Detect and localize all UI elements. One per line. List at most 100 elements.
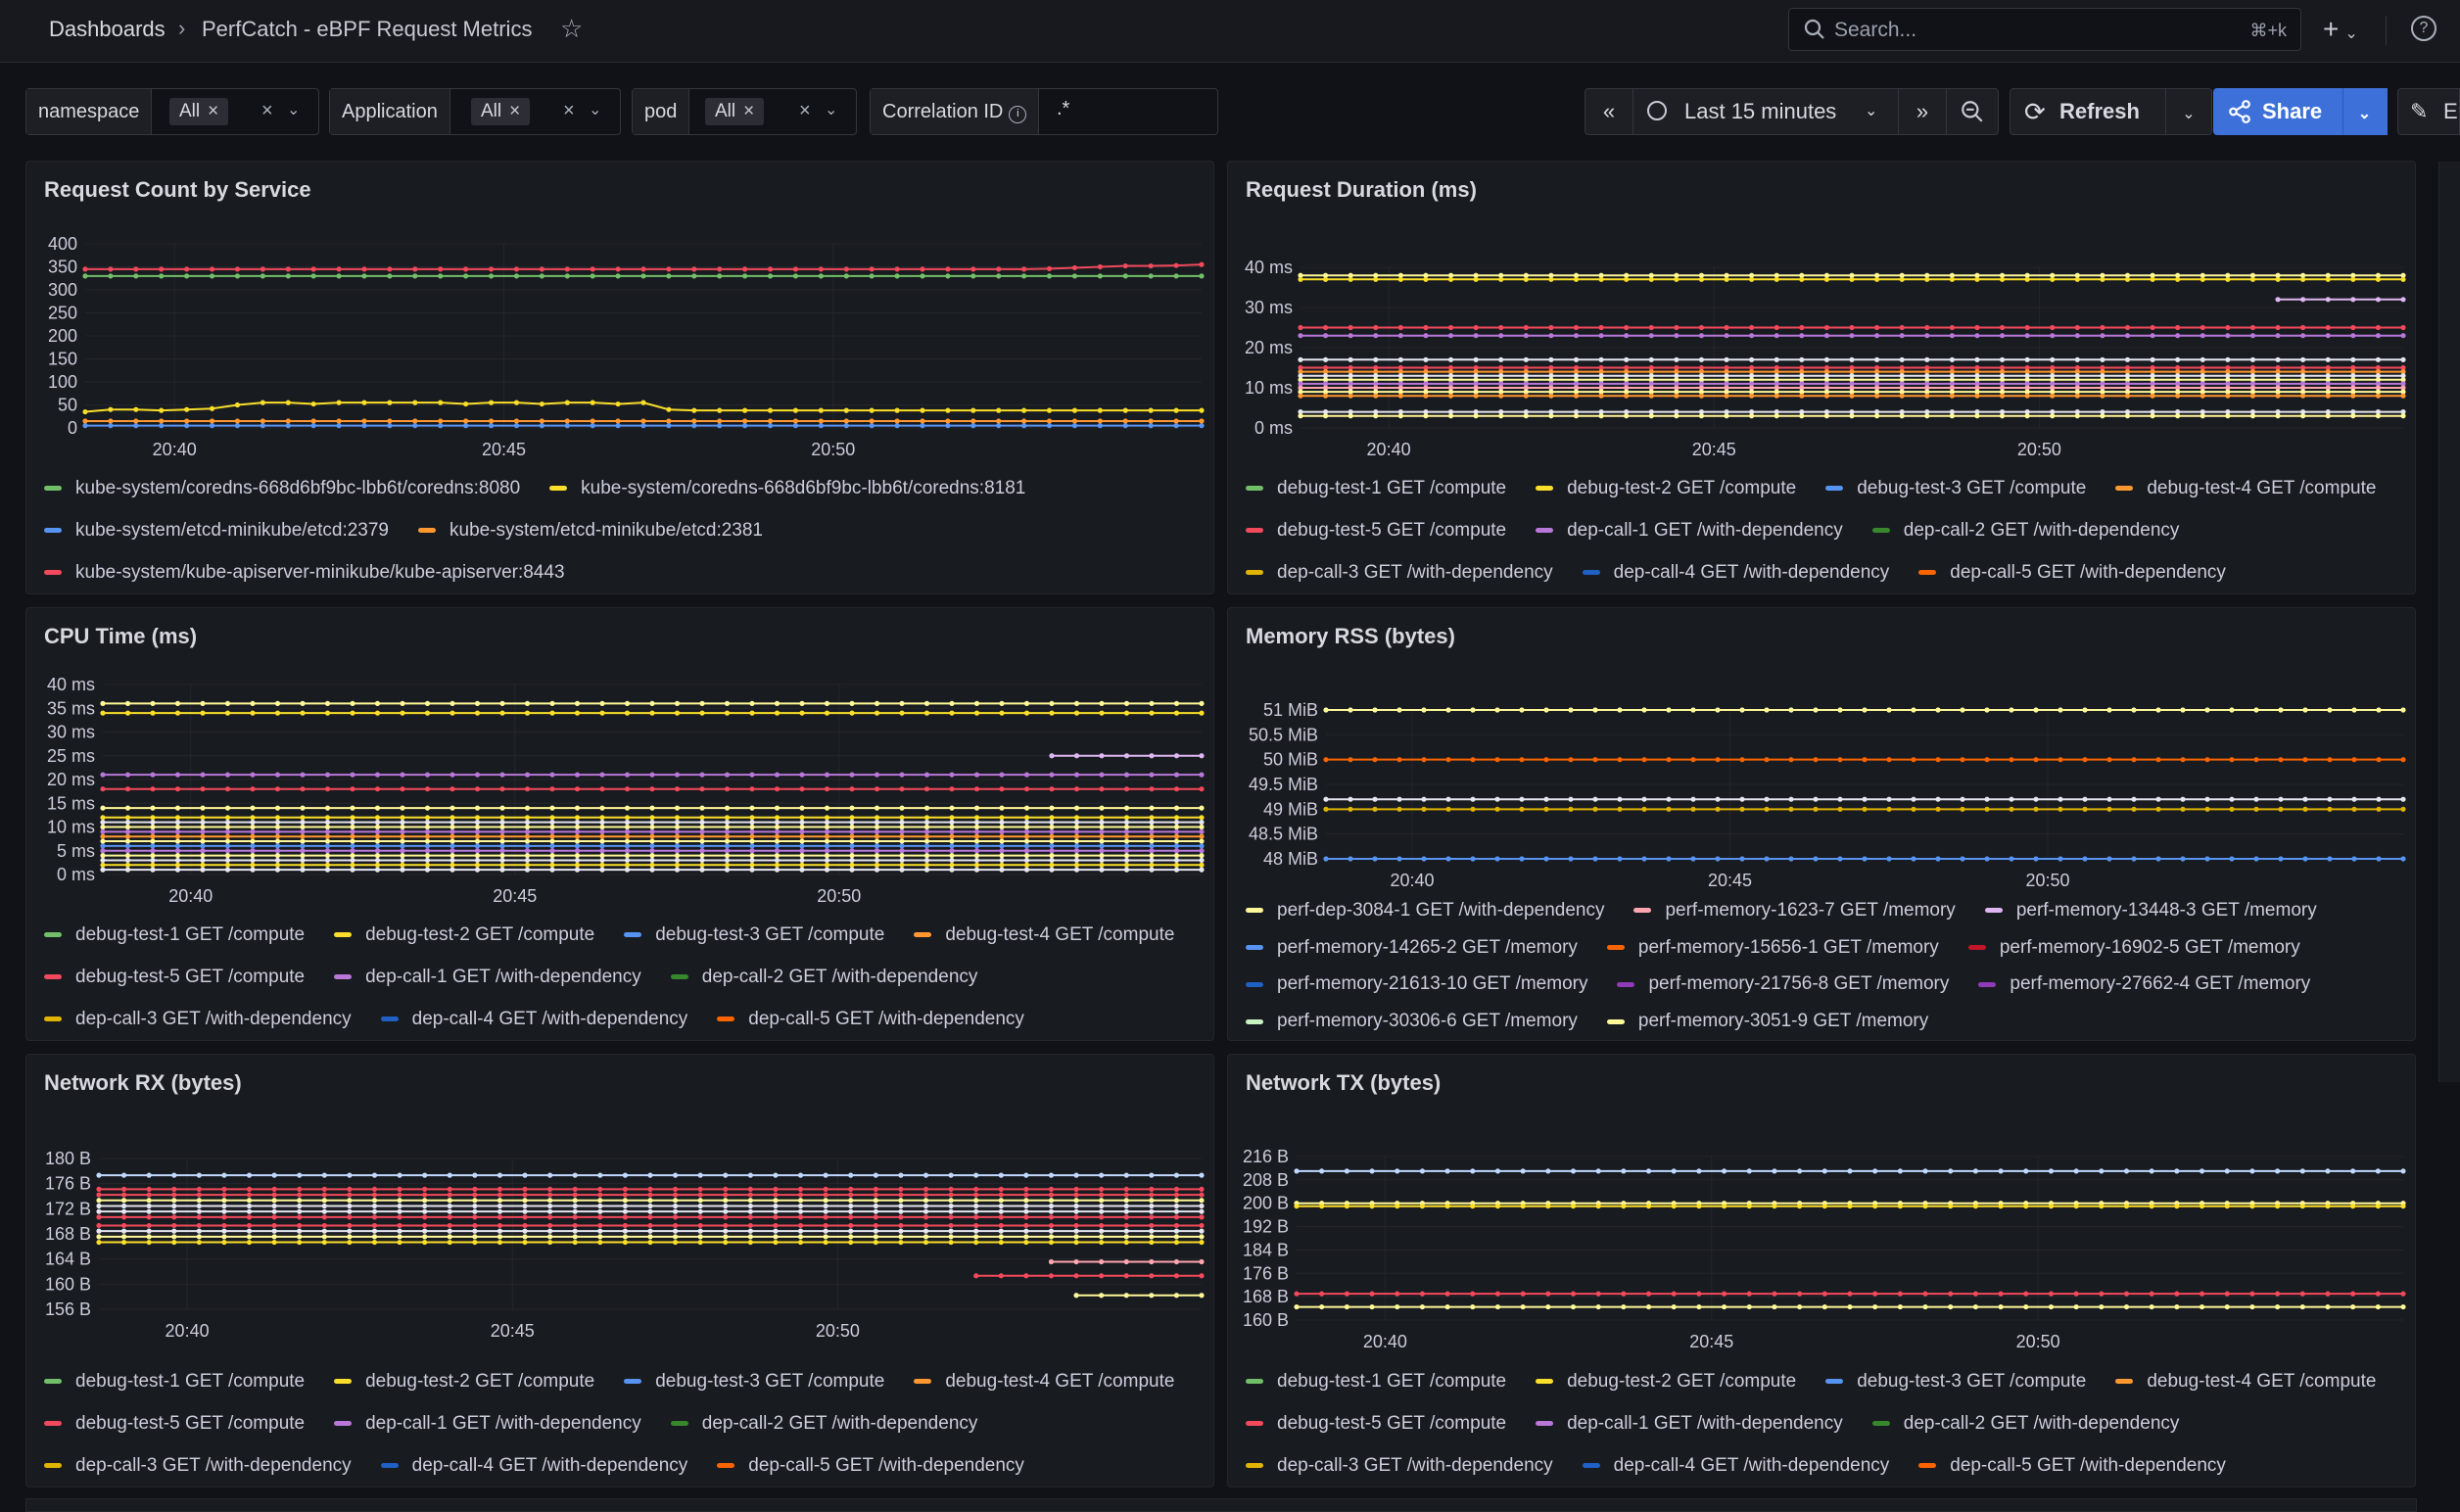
clear-icon[interactable]: × <box>799 100 811 121</box>
legend-item[interactable]: kube-system/coredns-668d6bf9bc-lbb6t/cor… <box>44 473 520 503</box>
legend-item[interactable]: dep-call-3 GET /with-dependency <box>1246 1450 1553 1481</box>
legend-item[interactable]: dep-call-5 GET /with-dependency <box>717 1004 1024 1034</box>
legend-item[interactable]: dep-call-4 GET /with-dependency <box>1582 1450 1889 1481</box>
panel-request-count[interactable]: Request Count by Service 400 350 300 250 200… <box>25 161 1214 594</box>
legend-item[interactable]: debug-test-2 GET /compute <box>1536 1366 1796 1396</box>
legend-item[interactable]: debug-test-4 GET /compute <box>914 1366 1174 1396</box>
panel-memory-rss[interactable]: Memory RSS (bytes) 51 MiB 50.5 MiB 50 MiB 4… <box>1227 607 2416 1041</box>
legend-item[interactable]: perf-memory-16902-5 GET /memory <box>1967 935 2300 961</box>
legend-item[interactable]: dep-call-5 GET /with-dependency <box>1918 1450 2226 1481</box>
legend-item[interactable]: dep-call-3 GET /with-dependency <box>1246 557 1553 588</box>
legend-item[interactable]: kube-system/coredns-668d6bf9bc-lbb6t/cor… <box>549 473 1025 503</box>
new-menu-button[interactable]: + ⌄ <box>2323 14 2358 45</box>
zoom-out-button[interactable] <box>1946 88 1999 135</box>
legend-item[interactable]: debug-test-3 GET /compute <box>624 920 884 950</box>
data-point <box>1470 757 1476 763</box>
variable-value-chip[interactable]: All × <box>705 98 765 125</box>
legend-item[interactable]: dep-call-2 GET /with-dependency <box>1871 1408 2179 1439</box>
legend-item[interactable]: perf-memory-3051-9 GET /memory <box>1606 1009 1928 1034</box>
help-icon[interactable]: ? <box>2411 16 2436 41</box>
legend-item[interactable]: dep-call-3 GET /with-dependency <box>44 1450 352 1481</box>
legend-item[interactable]: perf-memory-27662-4 GET /memory <box>1978 972 2310 998</box>
legend-item[interactable]: dep-call-4 GET /with-dependency <box>380 1450 687 1481</box>
breadcrumb-dashboards[interactable]: Dashboards <box>49 17 166 41</box>
legend-item[interactable]: dep-call-1 GET /with-dependency <box>334 962 641 992</box>
legend-item[interactable]: debug-test-2 GET /compute <box>1536 473 1796 503</box>
legend-item[interactable]: debug-test-4 GET /compute <box>2115 1366 2376 1396</box>
search-input[interactable]: Search... ⌘+k <box>1788 8 2301 51</box>
variable-pod[interactable]: pod All × × ⌄ <box>632 88 857 135</box>
legend-item[interactable]: perf-dep-3084-1 GET /with-dependency <box>1246 898 1604 923</box>
legend-item[interactable]: perf-memory-21613-10 GET /memory <box>1246 972 1587 998</box>
legend-item[interactable]: debug-test-3 GET /compute <box>1825 473 2086 503</box>
legend-item[interactable]: dep-call-2 GET /with-dependency <box>670 962 977 992</box>
info-icon[interactable]: i <box>1009 106 1027 123</box>
chevron-down-icon[interactable]: ⌄ <box>287 102 301 118</box>
panel-request-duration[interactable]: Request Duration (ms) 40 ms 30 ms 20 ms 10 … <box>1227 161 2416 594</box>
legend-item[interactable]: debug-test-1 GET /compute <box>1246 473 1506 503</box>
legend-item[interactable]: dep-call-5 GET /with-dependency <box>717 1450 1024 1481</box>
remove-icon[interactable]: × <box>208 101 219 121</box>
time-shift-forward-button[interactable]: » <box>1898 88 1947 135</box>
legend-item[interactable]: kube-system/etcd-minikube/etcd:2379 <box>44 515 389 545</box>
legend-item[interactable]: perf-memory-21756-8 GET /memory <box>1617 972 1949 998</box>
clear-icon[interactable]: × <box>261 100 273 121</box>
legend-item[interactable]: debug-test-3 GET /compute <box>624 1366 884 1396</box>
refresh-button[interactable]: ⟳ Refresh <box>2010 88 2166 135</box>
legend-item[interactable]: debug-test-5 GET /compute <box>1246 1408 1506 1439</box>
legend-item[interactable]: debug-test-1 GET /compute <box>44 1366 305 1396</box>
time-shift-back-button[interactable]: « <box>1585 88 1633 135</box>
variable-application[interactable]: Application All × × ⌄ <box>329 88 621 135</box>
legend-item[interactable]: perf-memory-13448-3 GET /memory <box>1984 898 2317 923</box>
legend-item[interactable]: perf-memory-1623-7 GET /memory <box>1633 898 1956 923</box>
legend-item[interactable]: debug-test-1 GET /compute <box>44 920 305 950</box>
edit-button[interactable]: ✎ E <box>2397 88 2460 135</box>
legend-item[interactable]: perf-memory-30306-6 GET /memory <box>1246 1009 1578 1034</box>
legend-item[interactable]: dep-call-2 GET /with-dependency <box>670 1408 977 1439</box>
legend-item[interactable]: debug-test-2 GET /compute <box>334 920 594 950</box>
clear-icon[interactable]: × <box>563 100 575 121</box>
legend-item[interactable]: debug-test-4 GET /compute <box>2115 473 2376 503</box>
legend-item[interactable]: dep-call-4 GET /with-dependency <box>380 1004 687 1034</box>
variable-value-chip[interactable]: All × <box>471 98 531 125</box>
legend-item[interactable]: perf-memory-15656-1 GET /memory <box>1606 935 1939 961</box>
legend-item[interactable]: dep-call-4 GET /with-dependency <box>1582 557 1889 588</box>
correlation-id-input[interactable]: .* <box>1057 98 1070 119</box>
legend-item[interactable]: kube-system/etcd-minikube/etcd:2381 <box>418 515 763 545</box>
variable-value-chip[interactable]: All × <box>169 98 229 125</box>
variable-correlation-id[interactable]: Correlation ID i .* <box>870 88 1218 135</box>
panel-cpu-time[interactable]: CPU Time (ms) 40 ms 35 ms 30 ms 25 ms 20 ms 1… <box>25 607 1214 1041</box>
legend-item[interactable]: debug-test-1 GET /compute <box>1246 1366 1506 1396</box>
legend-item[interactable]: perf-memory-14265-2 GET /memory <box>1246 935 1578 961</box>
legend-item[interactable]: debug-test-5 GET /compute <box>1246 515 1506 545</box>
legend-item[interactable]: debug-test-3 GET /compute <box>1825 1366 2086 1396</box>
variable-namespace[interactable]: namespace All × × ⌄ <box>25 88 319 135</box>
remove-icon[interactable]: × <box>509 101 521 121</box>
star-icon[interactable]: ☆ <box>560 14 584 43</box>
legend-item[interactable]: debug-test-2 GET /compute <box>334 1366 594 1396</box>
legend-item[interactable]: kube-system/kube-apiserver-minikube/kube… <box>44 557 565 588</box>
legend-item[interactable]: dep-call-2 GET /with-dependency <box>1871 515 2179 545</box>
refresh-interval-dropdown[interactable]: ⌄ <box>2165 88 2212 135</box>
legend-item[interactable]: dep-call-5 GET /with-dependency <box>1918 557 2226 588</box>
chevron-down-icon[interactable]: ⌄ <box>825 102 838 118</box>
legend-item[interactable]: dep-call-1 GET /with-dependency <box>1536 1408 1843 1439</box>
legend-item[interactable]: debug-test-5 GET /compute <box>44 962 305 992</box>
legend-item[interactable]: dep-call-3 GET /with-dependency <box>44 1004 352 1034</box>
legend-item[interactable]: dep-call-1 GET /with-dependency <box>1536 515 1843 545</box>
time-range-picker[interactable]: Last 15 minutes ⌄ <box>1632 88 1899 135</box>
legend-item[interactable]: debug-test-5 GET /compute <box>44 1408 305 1439</box>
remove-icon[interactable]: × <box>743 101 755 121</box>
legend-item[interactable]: debug-test-4 GET /compute <box>914 920 1174 950</box>
chevron-down-icon[interactable]: ⌄ <box>589 102 602 118</box>
share-options-dropdown[interactable]: ⌄ <box>2342 88 2386 135</box>
legend-item[interactable]: dep-call-1 GET /with-dependency <box>334 1408 641 1439</box>
